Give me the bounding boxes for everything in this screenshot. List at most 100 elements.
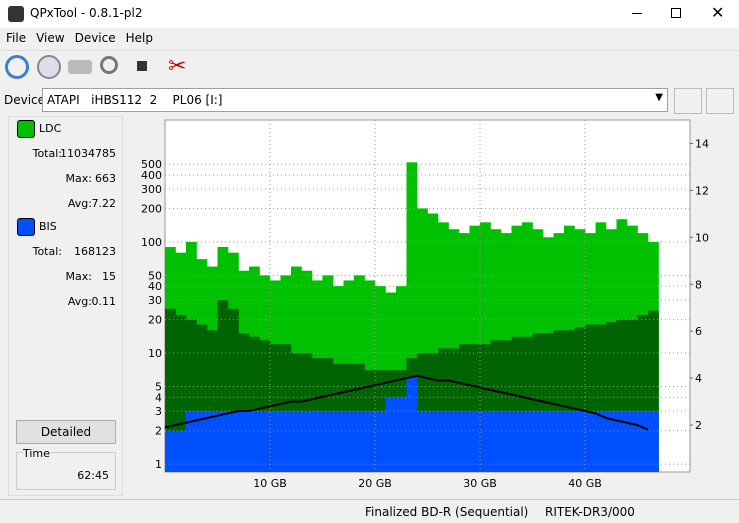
close[interactable]: ✕ xyxy=(711,3,725,22)
stat-value: 15 xyxy=(102,270,116,283)
maximize[interactable] xyxy=(671,8,681,18)
y-tick-label: 20 xyxy=(148,314,162,327)
bar xyxy=(616,319,628,472)
bar xyxy=(501,411,512,472)
device-select[interactable]: ATAPI iHBS112 2 PL06 [I:] ▼ xyxy=(42,88,668,112)
y-tick-label: 5 xyxy=(155,380,162,393)
bar xyxy=(627,319,638,472)
drive-tool[interactable] xyxy=(68,60,92,74)
bar xyxy=(217,300,229,472)
menu-item[interactable]: Help xyxy=(125,31,153,45)
bar xyxy=(522,411,533,472)
bar xyxy=(417,208,428,473)
menu-item[interactable]: View xyxy=(36,31,65,45)
bar xyxy=(627,411,638,472)
bar xyxy=(595,324,607,472)
bar xyxy=(270,411,281,472)
y2-tick-label: 8 xyxy=(695,278,702,291)
bar xyxy=(511,411,523,472)
bar xyxy=(280,344,292,472)
bar xyxy=(585,411,596,472)
bar xyxy=(595,411,607,472)
bar xyxy=(448,348,460,472)
bar xyxy=(448,411,460,472)
bar xyxy=(648,310,659,472)
bar xyxy=(175,430,187,472)
scan-tool[interactable] xyxy=(100,56,118,74)
bar xyxy=(259,340,271,472)
bar xyxy=(291,411,302,472)
bar xyxy=(553,330,565,472)
bar xyxy=(459,344,470,472)
bar xyxy=(249,411,260,472)
bar xyxy=(532,333,544,472)
stat-value: 11034785 xyxy=(60,147,116,160)
bar xyxy=(322,411,334,472)
time-value: 62:45 xyxy=(77,469,109,482)
stat-label: Avg: xyxy=(67,295,92,308)
bar xyxy=(364,411,376,472)
bar xyxy=(228,411,239,472)
bar xyxy=(438,348,449,472)
bar xyxy=(165,308,176,472)
stat-label: Total: xyxy=(32,245,62,258)
bar xyxy=(217,411,229,472)
stats-panel: LDC Total: 11034785 Max: 663 Avg: 7.22 BIS Total… xyxy=(8,116,123,496)
settings-tool[interactable]: ✂ xyxy=(168,54,187,79)
bar xyxy=(406,162,418,472)
y-tick-label: 100 xyxy=(141,236,162,249)
stat-value: 7.22 xyxy=(91,197,117,210)
bar xyxy=(543,411,554,472)
bar xyxy=(427,213,439,472)
y-tick-label: 3 xyxy=(155,405,162,418)
bar xyxy=(438,222,449,472)
menu-item[interactable]: Device xyxy=(74,31,116,45)
status-media: Finalized BD-R (Sequential) xyxy=(365,505,529,519)
minimize[interactable] xyxy=(632,13,642,14)
bar xyxy=(165,430,176,472)
stats: LDC Total: 11034785 Max: 663 Avg: 7.22 BIS Total… xyxy=(9,117,122,417)
bar xyxy=(511,336,523,472)
stop-tool[interactable] xyxy=(137,61,147,71)
time-box: Time 62:45 xyxy=(16,447,116,490)
y-tick-label: 10 xyxy=(148,347,162,360)
x-tick-label: 20 GB xyxy=(358,477,392,490)
bar xyxy=(606,322,617,472)
bar xyxy=(564,330,575,472)
y2-tick-label: 14 xyxy=(695,137,709,150)
window-title: QPxTool - 0.8.1-pl2 xyxy=(30,6,143,20)
eject-button[interactable] xyxy=(674,88,702,114)
bar xyxy=(553,411,565,472)
bar xyxy=(522,336,533,472)
bar xyxy=(238,333,250,472)
bar xyxy=(270,344,281,472)
bar xyxy=(186,411,197,472)
bar xyxy=(427,411,439,472)
y-tick-label: 200 xyxy=(141,202,162,215)
stat-value: 0.11 xyxy=(91,295,117,308)
x-tick-label: 10 GB xyxy=(253,477,287,490)
stat-label: Max: xyxy=(65,270,92,283)
bar xyxy=(186,319,197,472)
refresh-tool[interactable] xyxy=(5,55,29,79)
bar xyxy=(490,411,502,472)
bar xyxy=(228,308,239,472)
legend-swatch xyxy=(17,120,35,138)
speed-line xyxy=(164,374,649,431)
y-tick-label: 50 xyxy=(148,269,162,282)
bar xyxy=(312,411,323,472)
menu-item[interactable]: File xyxy=(6,31,27,45)
detailed-button[interactable]: Detailed xyxy=(16,420,116,444)
legend-label: LDC xyxy=(39,122,62,135)
bar xyxy=(175,314,187,472)
device-value: ATAPI iHBS112 2 PL06 [I:] xyxy=(47,93,223,107)
legend-label: BIS xyxy=(39,220,57,233)
bar xyxy=(585,324,596,472)
disc-tool[interactable] xyxy=(37,55,61,79)
device-label: Device: xyxy=(4,93,50,107)
stat-label: Total: xyxy=(32,147,62,160)
lock-button[interactable] xyxy=(706,88,734,114)
bar xyxy=(616,411,628,472)
bar xyxy=(501,340,512,472)
